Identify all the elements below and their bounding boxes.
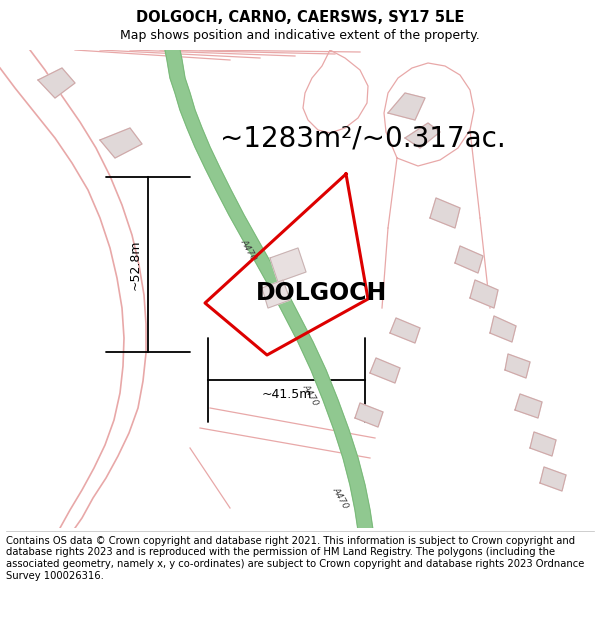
Text: DOLGOCH, CARNO, CAERSWS, SY17 5LE: DOLGOCH, CARNO, CAERSWS, SY17 5LE bbox=[136, 10, 464, 25]
Text: DOLGOCH: DOLGOCH bbox=[256, 281, 387, 305]
Polygon shape bbox=[270, 248, 306, 282]
Text: Map shows position and indicative extent of the property.: Map shows position and indicative extent… bbox=[120, 29, 480, 42]
Polygon shape bbox=[470, 280, 498, 308]
Polygon shape bbox=[38, 68, 75, 98]
Polygon shape bbox=[430, 198, 460, 228]
Polygon shape bbox=[505, 354, 530, 378]
Text: ~41.5m: ~41.5m bbox=[262, 388, 311, 401]
Polygon shape bbox=[100, 128, 142, 158]
Text: A470: A470 bbox=[330, 486, 350, 511]
Polygon shape bbox=[530, 432, 556, 456]
Text: Contains OS data © Crown copyright and database right 2021. This information is : Contains OS data © Crown copyright and d… bbox=[6, 536, 584, 581]
Polygon shape bbox=[390, 318, 420, 343]
Polygon shape bbox=[262, 280, 290, 308]
Polygon shape bbox=[355, 403, 383, 427]
Text: A470: A470 bbox=[238, 238, 258, 262]
Polygon shape bbox=[455, 246, 483, 273]
Polygon shape bbox=[540, 467, 566, 491]
Polygon shape bbox=[405, 123, 440, 148]
Polygon shape bbox=[515, 394, 542, 418]
Polygon shape bbox=[370, 358, 400, 383]
Text: ~52.8m: ~52.8m bbox=[129, 239, 142, 290]
Text: A470: A470 bbox=[300, 382, 320, 408]
Polygon shape bbox=[165, 50, 373, 530]
Polygon shape bbox=[388, 93, 425, 120]
Polygon shape bbox=[490, 316, 516, 342]
Text: ~1283m²/~0.317ac.: ~1283m²/~0.317ac. bbox=[220, 124, 506, 152]
